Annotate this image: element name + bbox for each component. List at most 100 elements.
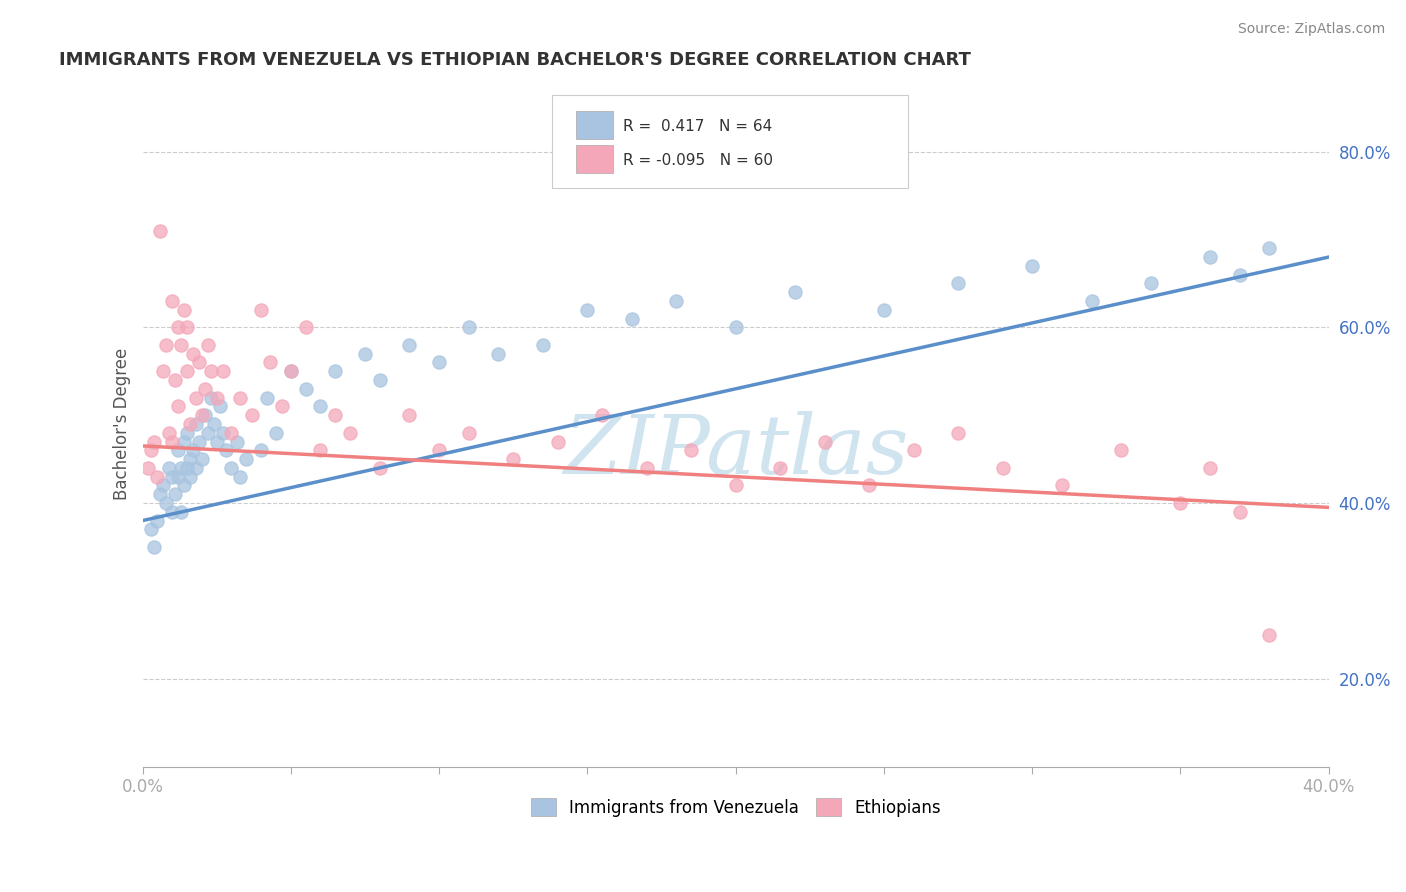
Point: [323, 364, 346, 378]
Point: [1109, 443, 1132, 458]
Point: [991, 461, 1014, 475]
Point: [1199, 250, 1222, 264]
Point: [398, 408, 420, 422]
Point: [160, 293, 183, 308]
Point: [457, 320, 479, 334]
Point: [427, 355, 450, 369]
Point: [486, 346, 509, 360]
Point: [280, 364, 302, 378]
Point: [769, 461, 792, 475]
Point: [160, 469, 183, 483]
Point: [194, 382, 217, 396]
Point: [294, 382, 316, 396]
Point: [240, 408, 263, 422]
Point: [211, 364, 233, 378]
Point: [184, 391, 207, 405]
Y-axis label: Bachelor's Degree: Bachelor's Degree: [114, 348, 131, 500]
Point: [157, 461, 180, 475]
Point: [724, 478, 747, 492]
Point: [152, 364, 174, 378]
Point: [427, 443, 450, 458]
Point: [170, 338, 193, 352]
Point: [1258, 241, 1281, 255]
Point: [176, 320, 198, 334]
Point: [398, 338, 420, 352]
Point: [229, 391, 252, 405]
Point: [160, 434, 183, 449]
Point: [143, 540, 166, 554]
Point: [176, 364, 198, 378]
Point: [250, 443, 273, 458]
Point: [181, 443, 204, 458]
Point: [146, 514, 169, 528]
Point: [280, 364, 302, 378]
Point: [636, 461, 658, 475]
Point: [576, 302, 599, 317]
Point: [165, 487, 187, 501]
Point: [368, 461, 391, 475]
Point: [181, 346, 204, 360]
Point: [167, 400, 190, 414]
Point: [170, 505, 193, 519]
Point: [339, 425, 361, 440]
Point: [167, 443, 190, 458]
Point: [1229, 268, 1251, 282]
Point: [152, 478, 174, 492]
Point: [681, 443, 703, 458]
Point: [160, 505, 183, 519]
Point: [173, 434, 195, 449]
Point: [200, 391, 222, 405]
Point: [547, 434, 569, 449]
Point: [184, 461, 207, 475]
Point: [221, 461, 243, 475]
Point: [179, 469, 201, 483]
Point: [309, 443, 332, 458]
Point: [620, 311, 643, 326]
Point: [1199, 461, 1222, 475]
Point: [1229, 505, 1251, 519]
Point: [211, 425, 233, 440]
Point: [157, 425, 180, 440]
Point: [858, 478, 880, 492]
Point: [591, 408, 613, 422]
Point: [205, 391, 228, 405]
Point: [873, 302, 896, 317]
Point: [202, 417, 225, 431]
Point: [141, 522, 163, 536]
Point: [143, 434, 166, 449]
Point: [259, 355, 281, 369]
Point: [309, 400, 332, 414]
Point: [187, 355, 209, 369]
Point: [229, 469, 252, 483]
Point: [149, 487, 172, 501]
Point: [138, 461, 160, 475]
Point: [149, 224, 172, 238]
Point: [205, 434, 228, 449]
Text: Source: ZipAtlas.com: Source: ZipAtlas.com: [1237, 22, 1385, 37]
Point: [256, 391, 278, 405]
Text: R =  0.417   N = 64: R = 0.417 N = 64: [623, 119, 772, 134]
Point: [814, 434, 837, 449]
Point: [179, 452, 201, 467]
Point: [354, 346, 377, 360]
Point: [197, 338, 219, 352]
Point: [214, 443, 236, 458]
Point: [179, 417, 201, 431]
Point: [141, 443, 163, 458]
Point: [946, 425, 969, 440]
Point: [1021, 259, 1043, 273]
Point: [1050, 478, 1073, 492]
Point: [903, 443, 925, 458]
Point: [1258, 628, 1281, 642]
Point: [208, 400, 231, 414]
Point: [191, 408, 214, 422]
Point: [187, 434, 209, 449]
Point: [294, 320, 316, 334]
Point: [783, 285, 806, 300]
Point: [1080, 293, 1102, 308]
Point: [368, 373, 391, 387]
Point: [226, 434, 249, 449]
Point: [165, 373, 187, 387]
Point: [184, 417, 207, 431]
Point: [264, 425, 287, 440]
